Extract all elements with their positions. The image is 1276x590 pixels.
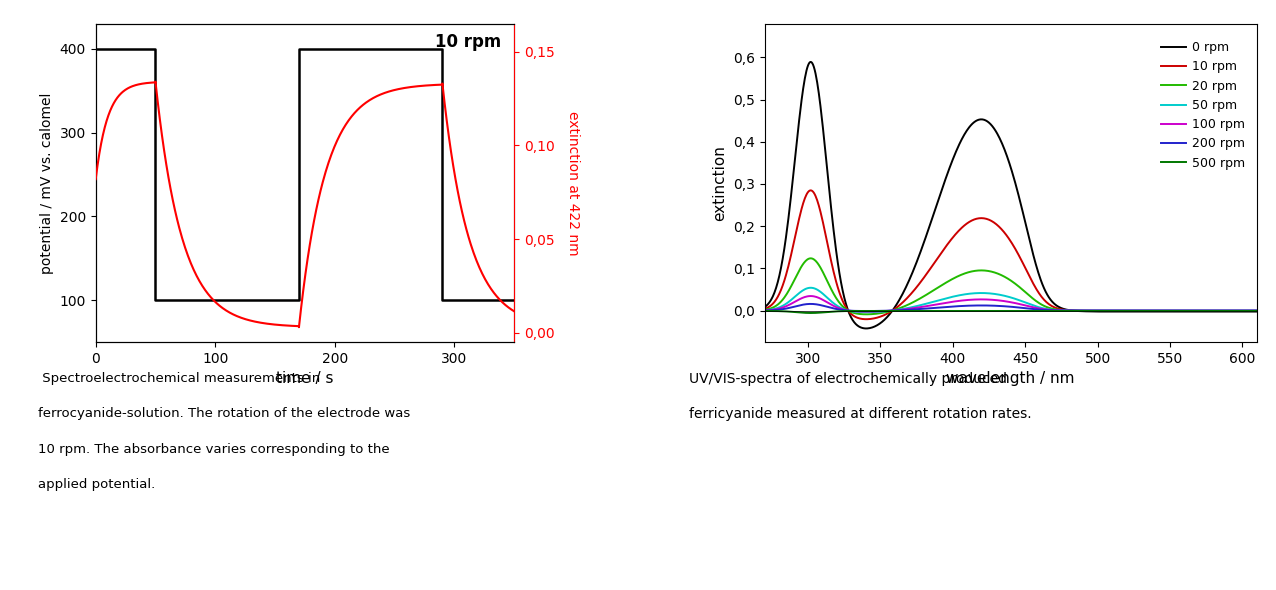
0 rpm — [859, 325, 874, 332]
20 rpm — [803, 255, 818, 262]
20 rpm — [1049, 306, 1064, 313]
200 rpm — [1087, 307, 1102, 314]
500 rpm — [1087, 307, 1102, 314]
X-axis label: time / s: time / s — [276, 372, 333, 386]
500 rpm — [845, 307, 860, 314]
0 rpm — [1087, 308, 1102, 315]
Line: 10 rpm: 10 rpm — [764, 191, 1257, 319]
10 rpm — [859, 316, 874, 323]
20 rpm — [981, 267, 997, 274]
20 rpm — [859, 311, 874, 318]
50 rpm — [757, 307, 772, 314]
500 rpm — [1129, 307, 1145, 314]
50 rpm — [803, 284, 818, 291]
200 rpm — [803, 300, 818, 307]
10 rpm — [886, 307, 901, 314]
500 rpm — [757, 307, 772, 314]
100 rpm — [1129, 307, 1145, 314]
100 rpm — [1087, 307, 1102, 314]
10 rpm — [1249, 307, 1265, 314]
Line: 100 rpm: 100 rpm — [764, 296, 1257, 312]
20 rpm — [1129, 307, 1145, 314]
500 rpm — [1249, 307, 1265, 314]
200 rpm — [1049, 307, 1064, 314]
Text: UV/VIS-spectra of electrochemically produced: UV/VIS-spectra of electrochemically prod… — [689, 372, 1007, 386]
10 rpm — [757, 306, 772, 313]
X-axis label: wavelength / nm: wavelength / nm — [947, 372, 1074, 386]
500 rpm — [981, 307, 997, 314]
0 rpm — [803, 58, 818, 65]
10 rpm — [981, 216, 997, 223]
100 rpm — [859, 308, 874, 315]
100 rpm — [845, 307, 860, 314]
10 rpm — [845, 312, 860, 319]
Line: 0 rpm: 0 rpm — [764, 62, 1257, 329]
Line: 200 rpm: 200 rpm — [764, 304, 1257, 311]
Text: 10 rpm: 10 rpm — [435, 33, 501, 51]
50 rpm — [886, 307, 901, 314]
100 rpm — [1249, 307, 1265, 314]
200 rpm — [757, 307, 772, 314]
Y-axis label: potential / mV vs. calomel: potential / mV vs. calomel — [40, 92, 54, 274]
500 rpm — [1049, 307, 1064, 314]
500 rpm — [884, 307, 900, 314]
0 rpm — [1249, 308, 1265, 315]
50 rpm — [859, 309, 874, 316]
Text: applied potential.: applied potential. — [38, 478, 156, 491]
20 rpm — [757, 306, 772, 313]
10 rpm — [803, 187, 818, 194]
200 rpm — [845, 307, 860, 314]
20 rpm — [1087, 307, 1102, 314]
0 rpm — [845, 316, 860, 323]
Line: 20 rpm: 20 rpm — [764, 258, 1257, 314]
500 rpm — [931, 307, 947, 314]
100 rpm — [1049, 307, 1064, 314]
Text: ferrocyanide-solution. The rotation of the electrode was: ferrocyanide-solution. The rotation of t… — [38, 407, 411, 420]
50 rpm — [981, 290, 997, 297]
20 rpm — [845, 309, 860, 316]
0 rpm — [1129, 308, 1145, 315]
100 rpm — [981, 296, 997, 303]
50 rpm — [1087, 307, 1102, 314]
100 rpm — [757, 307, 772, 314]
200 rpm — [1129, 307, 1145, 314]
50 rpm — [1249, 307, 1265, 314]
Text: 10 rpm. The absorbance varies corresponding to the: 10 rpm. The absorbance varies correspond… — [38, 442, 390, 455]
200 rpm — [859, 307, 874, 314]
10 rpm — [1129, 307, 1145, 314]
20 rpm — [886, 307, 901, 314]
10 rpm — [1087, 307, 1102, 314]
50 rpm — [845, 308, 860, 315]
50 rpm — [1049, 307, 1064, 314]
Text: ferricyanide measured at different rotation rates.: ferricyanide measured at different rotat… — [689, 407, 1032, 421]
Line: 500 rpm: 500 rpm — [764, 311, 1257, 313]
0 rpm — [757, 303, 772, 310]
200 rpm — [1249, 307, 1265, 314]
Y-axis label: extinction: extinction — [712, 145, 727, 221]
500 rpm — [803, 309, 818, 316]
Line: 50 rpm: 50 rpm — [764, 288, 1257, 312]
0 rpm — [981, 119, 997, 126]
10 rpm — [1049, 304, 1064, 312]
Text: Spectroelectrochemical measurements in: Spectroelectrochemical measurements in — [38, 372, 320, 385]
Y-axis label: extinction at 422 nm: extinction at 422 nm — [565, 110, 579, 255]
0 rpm — [886, 307, 901, 314]
50 rpm — [1129, 307, 1145, 314]
200 rpm — [886, 307, 901, 314]
100 rpm — [886, 307, 901, 314]
200 rpm — [981, 302, 997, 309]
0 rpm — [1049, 302, 1064, 309]
20 rpm — [1249, 307, 1265, 314]
100 rpm — [803, 293, 818, 300]
Legend: 0 rpm, 10 rpm, 20 rpm, 50 rpm, 100 rpm, 200 rpm, 500 rpm: 0 rpm, 10 rpm, 20 rpm, 50 rpm, 100 rpm, … — [1156, 36, 1250, 175]
